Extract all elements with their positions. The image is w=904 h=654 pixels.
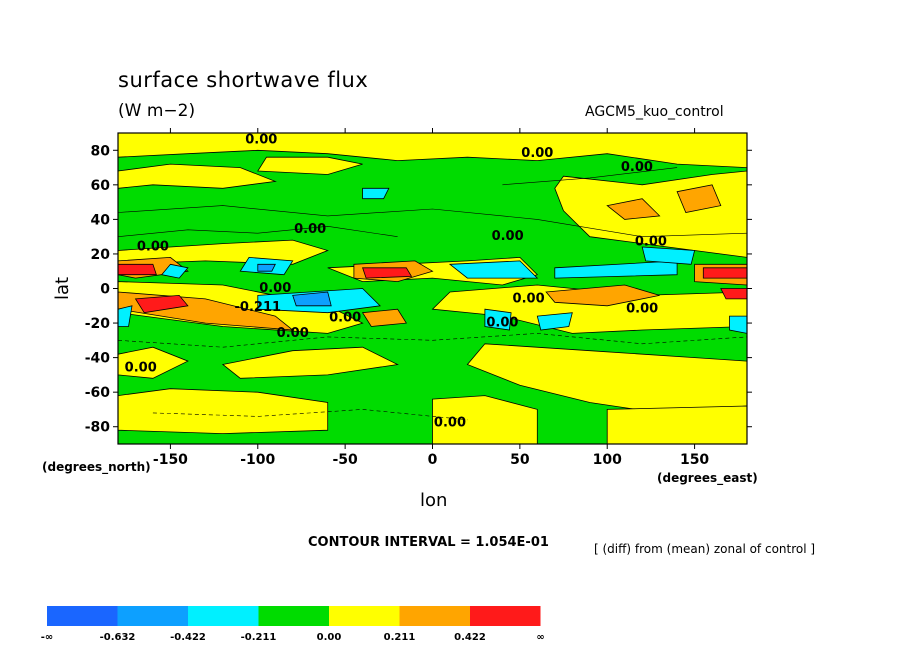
contour-line: [152, 409, 468, 421]
colorbar-swatch: [258, 606, 329, 626]
model-label: AGCM5_kuo_control: [585, 104, 724, 120]
colorbar-swatch: [470, 606, 541, 626]
y-tick-label: -80: [85, 420, 111, 436]
negative-region: [362, 187, 390, 200]
y-tick-label: -20: [85, 316, 111, 332]
x-tick-label: 50: [510, 452, 530, 468]
negative-region: [448, 260, 539, 279]
positive-region: [118, 133, 747, 169]
y-tick-label: -40: [85, 351, 111, 367]
positive-region: [432, 395, 538, 444]
contour-label: 0.00: [259, 281, 291, 296]
strong-negative-region: [257, 263, 276, 272]
contour-line: [118, 205, 747, 238]
negative-region: [554, 260, 678, 279]
y-unit-label: (degrees_north): [42, 460, 151, 474]
negative-region: [641, 246, 696, 265]
strong-positive-region: [606, 198, 661, 220]
max-positive-region: [362, 267, 413, 279]
contour-label: 0.00: [277, 326, 309, 341]
contour-line: [118, 225, 398, 237]
chart-units: (W m−2): [118, 101, 196, 121]
max-positive-region: [720, 288, 747, 300]
x-tick-label: -50: [332, 452, 358, 468]
contour-label: 0.00: [137, 239, 169, 254]
colorbar-label: -0.422: [170, 632, 206, 643]
y-axis-label: lat: [52, 276, 73, 300]
colorbar-label: 0.00: [317, 632, 342, 643]
y-tick-label: 40: [91, 212, 111, 228]
x-unit-label: (degrees_east): [657, 471, 758, 485]
positive-region: [257, 156, 363, 175]
negative-region: [729, 315, 747, 334]
strong-positive-region: [361, 308, 407, 327]
max-positive-region: [134, 294, 189, 314]
x-axis-label: lon: [420, 490, 448, 511]
x-tick-label: 0: [428, 452, 438, 468]
chart-title: surface shortwave flux: [118, 68, 369, 92]
y-tick-label: 80: [91, 143, 111, 159]
contour-label: 0.00: [621, 160, 653, 175]
negative-region: [484, 308, 512, 331]
contour-label: 0.00: [486, 316, 518, 331]
colorbar-swatch: [188, 606, 259, 626]
strong-negative-region: [292, 291, 332, 307]
y-tick-label: 20: [91, 247, 111, 263]
plot-area: [118, 133, 747, 444]
contour-label: 0.00: [245, 132, 277, 147]
colorbar-label: ∞: [536, 632, 544, 643]
contour-interval: CONTOUR INTERVAL = 1.054E-01: [308, 535, 549, 550]
y-tick-label: 0: [100, 282, 110, 298]
contour-line: [118, 333, 747, 348]
colorbar-label: -∞: [41, 632, 53, 643]
x-tick-label: -100: [240, 452, 275, 468]
negative-region: [118, 305, 133, 327]
contour-label: -0.211: [235, 300, 282, 315]
contour-label: 0.00: [521, 146, 553, 161]
colorbar-label: -0.632: [100, 632, 136, 643]
x-tick-label: 150: [680, 452, 709, 468]
y-tick-label: -60: [85, 385, 111, 401]
contour-label: 0.00: [492, 229, 524, 244]
contour-label: 0.00: [635, 234, 667, 249]
positive-region: [606, 405, 747, 444]
positive-region: [221, 346, 399, 379]
contour-label: 0.00: [125, 360, 157, 375]
max-positive-region: [702, 267, 747, 279]
positive-region: [118, 388, 329, 435]
colorbar-label: -0.211: [241, 632, 277, 643]
contour-label: 0.00: [434, 416, 466, 431]
strong-positive-region: [545, 284, 660, 307]
contour-label: 0.00: [329, 310, 361, 325]
colorbar-swatch: [399, 606, 470, 626]
x-tick-label: -150: [153, 452, 188, 468]
contour-label: 0.00: [294, 222, 326, 237]
strong-positive-region: [676, 184, 722, 213]
chart-note: [ (diff) from (mean) zonal of control ]: [594, 542, 816, 556]
colorbar-swatch: [47, 606, 118, 626]
negative-region: [536, 312, 573, 331]
negative-region: [160, 263, 189, 279]
contour-label: 0.00: [513, 291, 545, 306]
max-positive-region: [118, 263, 157, 276]
contour-line: [502, 167, 678, 186]
colorbar-swatch: [329, 606, 400, 626]
positive-region: [118, 346, 189, 379]
colorbar-swatch: [117, 606, 188, 626]
x-tick-label: 100: [593, 452, 622, 468]
positive-region: [118, 163, 277, 189]
contour-label: 0.00: [626, 302, 658, 317]
colorbar-label: 0.422: [454, 632, 486, 643]
colorbar-label: 0.211: [384, 632, 416, 643]
y-tick-label: 60: [91, 178, 111, 194]
